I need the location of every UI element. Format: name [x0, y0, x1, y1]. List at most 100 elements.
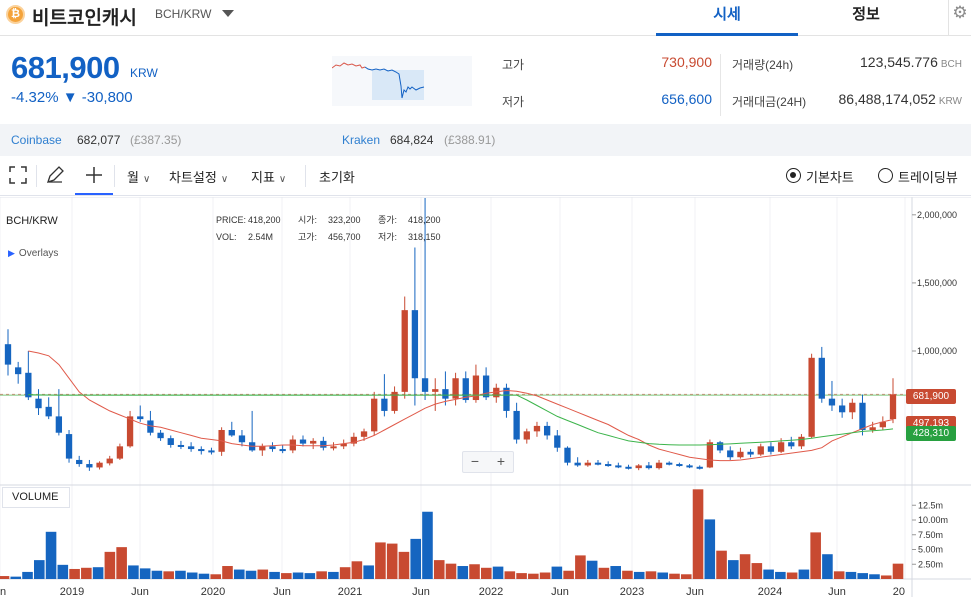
gear-icon[interactable]: ⚙	[948, 0, 971, 36]
volume-bar	[504, 571, 516, 579]
candle-body	[45, 406, 52, 417]
candle-body	[503, 387, 510, 411]
price-unit: KRW	[130, 66, 158, 80]
candle-body	[299, 439, 307, 444]
candle-body	[737, 451, 744, 458]
zoom-in-button[interactable]: +	[496, 453, 506, 469]
volume-panel-label: VOLUME	[2, 487, 70, 508]
low-value: 656,600	[661, 91, 712, 107]
zoom-out-button[interactable]: −	[470, 453, 480, 469]
indicators-dropdown[interactable]: 지표 ∨	[251, 167, 286, 186]
chevron-down-icon[interactable]	[222, 10, 234, 17]
reset-button[interactable]: 초기화	[319, 170, 355, 185]
exchange-prices: Coinbase 682,077 (£387.35) Kraken 684,82…	[0, 124, 971, 156]
ohlc-high-value: 456,700	[328, 232, 361, 242]
candle-body	[350, 436, 358, 444]
top-bar: ₿ 비트코인캐시 BCH/KRW 시세 정보 ⚙	[0, 0, 971, 36]
tab-price[interactable]: 시세	[656, 0, 798, 36]
volume-bar	[92, 567, 104, 579]
volume-bar	[222, 566, 233, 579]
volume-bar	[433, 560, 445, 579]
volume-bar	[810, 532, 821, 579]
candle-body	[716, 442, 724, 451]
x-tick-label: Jun	[412, 586, 430, 598]
x-tick-label: 2019	[60, 586, 84, 598]
candle-body	[727, 450, 734, 458]
overlays-toggle[interactable]: ▶ Overlays	[8, 248, 58, 259]
vol-tick-label: 12.5m	[918, 500, 943, 510]
volume-bar	[233, 569, 245, 579]
candle-body	[706, 442, 714, 468]
volume-bar	[363, 565, 374, 579]
vol-tick-label: 7.50m	[918, 530, 943, 540]
candle-body	[472, 375, 480, 401]
exchange-name-coinbase[interactable]: Coinbase	[11, 133, 62, 147]
volume-bar	[539, 572, 551, 579]
volume-bar	[33, 560, 45, 579]
candle-body	[452, 378, 459, 399]
candle-body	[523, 431, 530, 440]
candle-body	[116, 446, 124, 459]
x-tick-label: Jun	[273, 586, 291, 598]
candle-body	[747, 451, 754, 455]
candle-body	[889, 394, 897, 420]
amount-24h-value: 86,488,174,052	[838, 91, 936, 107]
candle-body	[147, 420, 154, 433]
radio-tradingview-label[interactable]: 트레이딩뷰	[898, 170, 958, 185]
interval-label: 월	[127, 170, 139, 185]
volume-bar	[716, 550, 727, 579]
overlays-label: Overlays	[18, 248, 59, 259]
candle-body	[86, 464, 93, 468]
down-arrow-icon: ▼	[62, 89, 78, 106]
chart-settings-dropdown[interactable]: 차트설정 ∨	[169, 167, 228, 186]
volume-bar	[410, 538, 422, 579]
candle-body	[828, 398, 836, 406]
crosshair-icon[interactable]	[83, 165, 105, 187]
radio-tradingview[interactable]	[878, 168, 893, 183]
x-tick-label: 2020	[201, 586, 225, 598]
volume-bar	[622, 570, 633, 579]
candle-body	[686, 465, 693, 468]
divider	[720, 54, 721, 116]
candle-body	[391, 391, 398, 411]
ohlc-close-label: 종가:	[378, 215, 398, 225]
candle-body	[838, 405, 846, 413]
candle-body	[645, 465, 653, 469]
volume-bar	[480, 567, 492, 579]
candle-body	[615, 465, 622, 468]
volume-bar	[669, 573, 680, 579]
volume-bar	[704, 519, 716, 579]
tab-info[interactable]: 정보	[852, 6, 880, 23]
toolbar-divider	[36, 165, 37, 187]
ohlc-open-value: 323,200	[328, 215, 361, 225]
volume-bar	[292, 572, 304, 579]
candle-body	[259, 446, 266, 451]
volume-bar	[798, 569, 810, 579]
vol-tick-label: 2.50m	[918, 559, 943, 569]
exchange-gbp-coinbase: (£387.35)	[130, 133, 182, 147]
change-percent: -4.32%	[11, 89, 59, 106]
volume-bar	[186, 572, 198, 579]
high-label: 고가	[502, 58, 525, 72]
exchange-name-kraken[interactable]: Kraken	[342, 133, 381, 147]
interval-dropdown[interactable]: 월 ∨	[127, 167, 150, 186]
candle-body	[137, 416, 144, 420]
radio-basic-chart[interactable]	[786, 168, 801, 183]
chevron-down-icon: ∨	[142, 174, 151, 185]
pencil-icon[interactable]	[44, 165, 66, 187]
volume-bar	[0, 576, 10, 579]
y-tick-label: 1,000,000	[917, 346, 957, 356]
volume-bar	[316, 571, 327, 579]
x-tick-label: 2023	[620, 586, 644, 598]
candle-body	[696, 466, 703, 469]
radio-basic-chart-label[interactable]: 기본차트	[806, 170, 854, 185]
candle-body	[340, 443, 347, 447]
price-chart[interactable]: 2,000,000 1,500,000 1,000,000 12.5m 10.00m 7.…	[0, 197, 971, 607]
fullscreen-icon[interactable]	[7, 165, 29, 187]
volume-bar	[175, 570, 186, 579]
candle-body	[594, 462, 602, 465]
candle-body	[401, 310, 408, 392]
price-change: -4.32% ▼ -30,800	[11, 89, 133, 106]
candle-body	[228, 429, 235, 436]
candle-body	[493, 387, 500, 398]
